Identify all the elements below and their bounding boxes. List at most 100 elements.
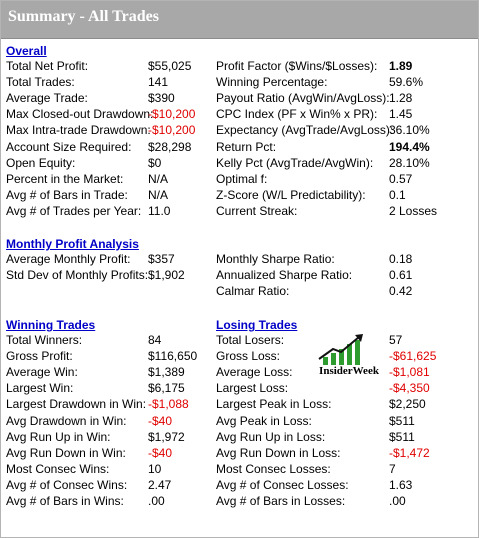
- overall-right-row-label: Payout Ratio (AvgWin/AvgLoss):: [216, 91, 390, 106]
- overall-right-row-value: 0.57: [389, 171, 413, 186]
- overall-left-row-value: -$10,200: [148, 107, 196, 122]
- overall-left-row-label: Average Trade:: [6, 91, 88, 106]
- monthly-right-row-value: 0.61: [389, 268, 413, 283]
- overall-left-row-label: Total Net Profit:: [6, 59, 89, 73]
- monthly-right-row-value: 0.18: [389, 252, 413, 266]
- overall-right-row-label: Optimal f:: [216, 171, 268, 186]
- overall-left-row-label: Avg # of Trades per Year:: [6, 203, 142, 218]
- overall-left-row-label: Max Closed-out Drawdown:: [6, 107, 154, 122]
- overall-right-row-label: Return Pct:: [216, 139, 277, 154]
- losing-row-value: -$4,350: [389, 381, 430, 396]
- winning-row-value: $116,650: [148, 349, 198, 364]
- section-heading-losing: Losing Trades: [216, 318, 298, 332]
- overall-right-row-value: 1.28: [389, 91, 413, 106]
- overall-right-row-label: CPC Index (PF x Win% x PR):: [216, 107, 378, 122]
- overall-left-row-value: $0: [148, 155, 162, 170]
- losing-row-label: Gross Loss:: [216, 349, 281, 364]
- winning-row-label: Largest Win:: [6, 381, 74, 396]
- winning-row-value: $1,389: [148, 365, 185, 380]
- losing-row-label: Total Losers:: [216, 333, 285, 347]
- losing-row-value: -$1,081: [389, 365, 430, 380]
- losing-row-label: Avg # of Bars in Losses:: [216, 494, 346, 508]
- overall-right-row-value: 0.1: [389, 187, 406, 202]
- overall-right-row-label: Z-Score (W/L Predictability):: [216, 187, 366, 202]
- overall-right-row-label: Current Streak:: [216, 203, 298, 218]
- overall-left-row-label: Max Intra-trade Drawdown:: [6, 123, 151, 138]
- winning-row-label: Most Consec Wins:: [6, 461, 110, 476]
- overall-left-row-label: Total Trades:: [6, 75, 75, 90]
- monthly-right-row-label: Monthly Sharpe Ratio:: [216, 252, 335, 266]
- overall-left-row-value: $55,025: [148, 59, 192, 73]
- monthly-left-row-value: $357: [148, 252, 175, 266]
- losing-row-label: Average Loss:: [216, 365, 293, 380]
- winning-row-label: Total Winners:: [6, 333, 83, 347]
- losing-row-label: Avg Peak in Loss:: [216, 413, 312, 428]
- losing-row-value: -$61,625: [389, 349, 437, 364]
- winning-row-label: Largest Drawdown in Win:: [6, 397, 147, 412]
- winning-row-value: 84: [148, 333, 162, 347]
- monthly-left-row-label: Std Dev of Monthly Profits:: [6, 268, 149, 283]
- overall-left-row-label: Percent in the Market:: [6, 171, 124, 186]
- section-heading-monthly: Monthly Profit Analysis: [6, 237, 139, 251]
- losing-row-label: Largest Loss:: [216, 381, 289, 396]
- winning-row-value: .00: [148, 494, 165, 508]
- insiderweek-watermark: InsiderWeek: [303, 331, 395, 381]
- section-heading-overall: Overall: [6, 44, 47, 58]
- winning-row-label: Avg # of Consec Wins:: [6, 477, 128, 492]
- winning-row-value: -$40: [148, 413, 173, 428]
- monthly-right-row-label: Annualized Sharpe Ratio:: [216, 268, 353, 283]
- losing-row-value: 1.63: [389, 477, 413, 492]
- losing-row-label: Avg Run Up in Loss:: [216, 429, 326, 444]
- overall-right-row-label: Kelly Pct (AvgTrade/AvgWin):: [216, 155, 374, 170]
- winning-row-value: -$40: [148, 445, 173, 460]
- winning-row-label: Avg Drawdown in Win:: [6, 413, 127, 428]
- overall-right-row-label: Profit Factor ($Wins/$Losses):: [216, 59, 378, 73]
- title-bar: Summary - All Trades: [1, 1, 478, 39]
- overall-left-row-value: 11.0: [148, 203, 171, 218]
- overall-left-row-label: Account Size Required:: [6, 139, 132, 154]
- overall-left-row-value: N/A: [148, 187, 169, 202]
- losing-row-label: Largest Peak in Loss:: [216, 397, 332, 412]
- losing-row-label: Avg # of Consec Losses:: [216, 477, 349, 492]
- losing-row-value: .00: [389, 494, 406, 508]
- winning-row-value: 2.47: [148, 477, 172, 492]
- overall-right-row-value: 59.6%: [389, 75, 424, 90]
- overall-right-row-value: 1.89: [389, 59, 413, 73]
- losing-row-value: 57: [389, 333, 403, 347]
- winning-row-label: Avg # of Bars in Wins:: [6, 494, 124, 508]
- overall-right-row-value: 2 Losses: [389, 203, 438, 218]
- losing-row-value: -$1,472: [389, 445, 430, 460]
- monthly-right-row-label: Calmar Ratio:: [216, 284, 290, 299]
- losing-row-value: $2,250: [389, 397, 426, 412]
- losing-row-value: $511: [389, 413, 415, 428]
- overall-left-row-value: N/A: [148, 171, 169, 186]
- losing-row-value: 7: [389, 461, 396, 476]
- winning-row-value: $6,175: [148, 381, 185, 396]
- watermark-text: InsiderWeek: [319, 365, 379, 377]
- winning-row-label: Average Win:: [6, 365, 78, 380]
- overall-right-row-value: 1.45: [389, 107, 413, 122]
- winning-row-label: Avg Run Up in Win:: [6, 429, 111, 444]
- overall-left-row-value: -$10,200: [148, 123, 196, 138]
- winning-row-value: -$1,088: [148, 397, 189, 412]
- losing-row-label: Avg Run Down in Loss:: [216, 445, 341, 460]
- winning-row-value: $1,972: [148, 429, 185, 444]
- window-title: Summary - All Trades: [8, 8, 159, 25]
- winning-row-value: 10: [148, 461, 162, 476]
- overall-left-row-value: 141: [148, 75, 169, 90]
- monthly-left-row-value: $1,902: [148, 268, 185, 283]
- overall-left-row-label: Avg # of Bars in Trade:: [6, 187, 128, 202]
- rising-chart-icon: [318, 334, 363, 365]
- monthly-left-row-label: Average Monthly Profit:: [6, 252, 131, 266]
- overall-left-row-value: $28,298: [148, 139, 192, 154]
- winning-row-label: Gross Profit:: [6, 349, 73, 364]
- overall-right-row-value: 194.4%: [389, 139, 430, 154]
- overall-right-row-label: Winning Percentage:: [216, 75, 328, 90]
- overall-right-row-value: 28.10%: [389, 155, 430, 170]
- overall-right-row-value: 36.10%: [389, 123, 430, 138]
- overall-left-row-value: $390: [148, 91, 175, 106]
- section-heading-winning: Winning Trades: [6, 318, 96, 332]
- losing-row-value: $511: [389, 429, 415, 444]
- overall-left-row-label: Open Equity:: [6, 155, 76, 170]
